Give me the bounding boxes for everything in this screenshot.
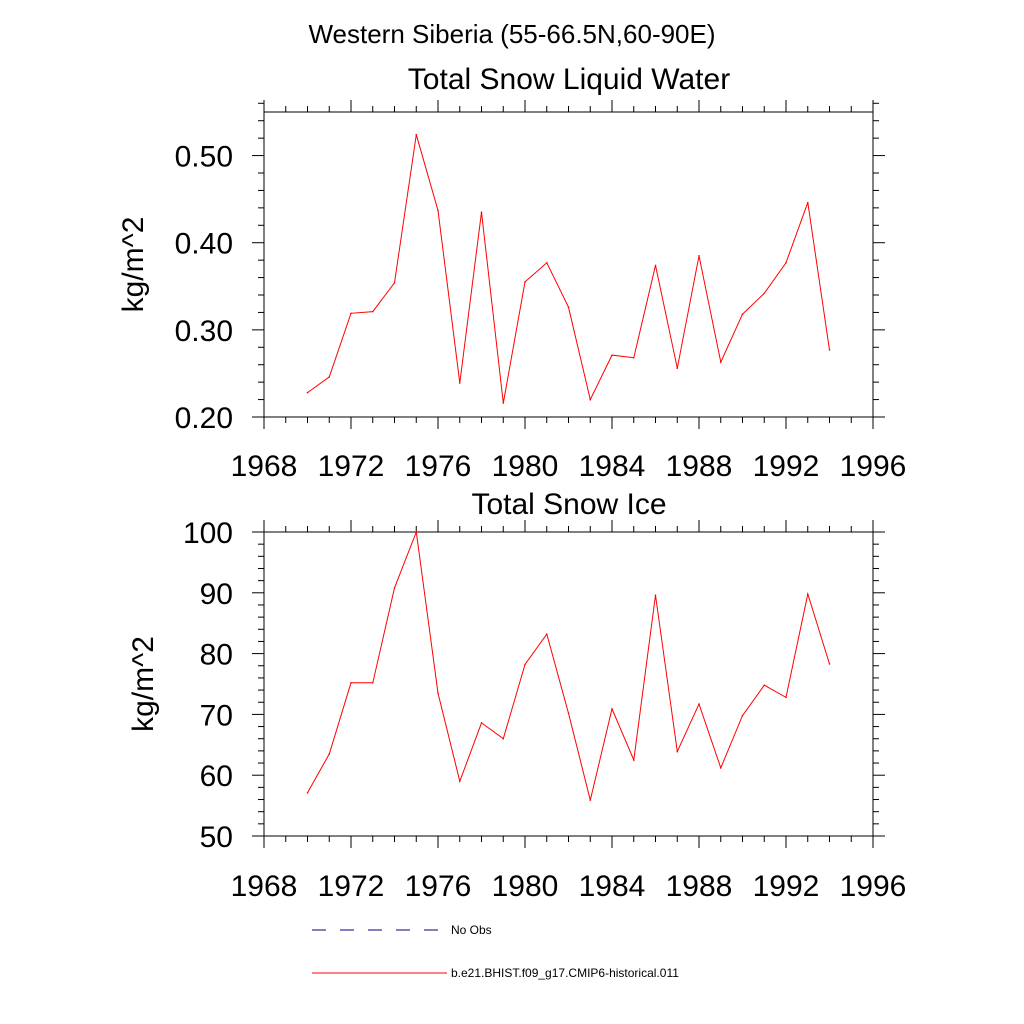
data-point bbox=[785, 261, 787, 264]
data-point bbox=[741, 313, 744, 315]
data-point bbox=[676, 367, 679, 370]
y-tick-label: 90 bbox=[200, 578, 233, 611]
x-tick-label: 1980 bbox=[492, 870, 559, 903]
x-tick-label: 1988 bbox=[666, 450, 733, 483]
series-line bbox=[307, 134, 830, 404]
data-point bbox=[763, 292, 766, 295]
y-tick-label: 100 bbox=[183, 517, 233, 550]
x-tick-label: 1992 bbox=[753, 870, 820, 903]
plot-frame bbox=[263, 531, 874, 837]
legend-label-no-obs: No Obs bbox=[451, 923, 492, 937]
data-point bbox=[567, 306, 570, 309]
x-tick-label: 1976 bbox=[405, 870, 472, 903]
series-line bbox=[307, 530, 830, 801]
chart-title: Total Snow Liquid Water bbox=[408, 63, 730, 96]
x-tick-label: 1996 bbox=[840, 450, 907, 483]
data-point bbox=[785, 696, 787, 699]
x-tick-label: 1972 bbox=[318, 870, 385, 903]
y-tick-label: 0.40 bbox=[175, 228, 233, 261]
data-point bbox=[632, 759, 635, 761]
data-point bbox=[371, 310, 374, 313]
data-point bbox=[545, 633, 548, 635]
data-point bbox=[350, 312, 352, 315]
data-point bbox=[698, 703, 700, 705]
data-point bbox=[328, 753, 331, 755]
data-point bbox=[676, 750, 679, 753]
x-tick-label: 1984 bbox=[579, 450, 646, 483]
y-tick-label: 0.20 bbox=[175, 402, 233, 435]
data-point bbox=[393, 282, 396, 284]
data-point bbox=[502, 737, 505, 740]
data-point bbox=[611, 354, 613, 356]
data-point bbox=[371, 681, 374, 684]
data-point bbox=[480, 722, 483, 724]
data-point bbox=[763, 684, 766, 687]
data-point bbox=[828, 663, 831, 665]
y-tick-label: 80 bbox=[200, 639, 233, 672]
data-point bbox=[437, 209, 439, 212]
x-tick-label: 1972 bbox=[318, 450, 385, 483]
figure-suptitle: Western Siberia (55-66.5N,60-90E) bbox=[308, 19, 715, 49]
chart-panel-snow-ice: Total Snow Ice 1968 1972 1976 1980 1984 1988 1… bbox=[127, 488, 906, 903]
y-tick-label: 0.30 bbox=[175, 315, 233, 348]
data-point bbox=[524, 663, 526, 666]
data-point bbox=[306, 391, 309, 394]
data-point bbox=[741, 714, 744, 717]
data-point bbox=[828, 349, 831, 351]
y-tick-label: 0.50 bbox=[175, 141, 233, 174]
data-point bbox=[545, 261, 548, 264]
x-tick-label: 1988 bbox=[666, 870, 733, 903]
x-tick-label: 1976 bbox=[405, 450, 472, 483]
x-tick-label: 1992 bbox=[753, 450, 820, 483]
y-axis-label: kg/m^2 bbox=[127, 636, 160, 732]
x-tick-label: 1968 bbox=[231, 870, 298, 903]
data-point bbox=[350, 681, 352, 684]
legend-label-model: b.e21.BHIST.f09_g17.CMIP6-historical.011 bbox=[451, 966, 679, 980]
data-point bbox=[654, 264, 657, 267]
y-tick-label: 70 bbox=[200, 699, 233, 732]
x-tick-label: 1980 bbox=[492, 450, 559, 483]
x-tick-label: 1968 bbox=[231, 450, 298, 483]
y-tick-label: 60 bbox=[200, 760, 233, 793]
y-axis-label: kg/m^2 bbox=[117, 217, 150, 313]
data-point bbox=[306, 792, 309, 794]
data-point bbox=[524, 281, 526, 283]
x-tick-label: 1984 bbox=[579, 870, 646, 903]
data-point bbox=[698, 254, 700, 257]
data-point bbox=[567, 712, 570, 714]
chart-panel-snow-liquid-water: Total Snow Liquid Water 1968 1972 1976 1980… bbox=[117, 63, 906, 483]
data-point bbox=[611, 708, 613, 710]
data-point bbox=[589, 398, 592, 401]
chart-title: Total Snow Ice bbox=[471, 488, 666, 521]
data-point bbox=[806, 593, 809, 595]
data-point bbox=[719, 361, 722, 363]
data-point bbox=[654, 594, 657, 597]
data-point bbox=[437, 692, 439, 694]
data-point bbox=[632, 356, 635, 359]
x-tick-label: 1996 bbox=[840, 870, 907, 903]
data-point bbox=[458, 382, 461, 384]
data-point bbox=[480, 211, 483, 214]
y-tick-label: 50 bbox=[200, 821, 233, 854]
legend: No Obs b.e21.BHIST.f09_g17.CMIP6-histori… bbox=[312, 923, 679, 980]
data-point bbox=[502, 402, 505, 404]
data-point bbox=[393, 587, 396, 589]
data-point bbox=[806, 201, 809, 204]
data-point bbox=[719, 767, 722, 769]
data-point bbox=[415, 133, 418, 136]
data-point bbox=[589, 799, 592, 801]
plot-frame bbox=[263, 111, 874, 418]
data-point bbox=[328, 376, 331, 378]
data-point bbox=[458, 780, 461, 783]
data-point bbox=[415, 531, 418, 533]
